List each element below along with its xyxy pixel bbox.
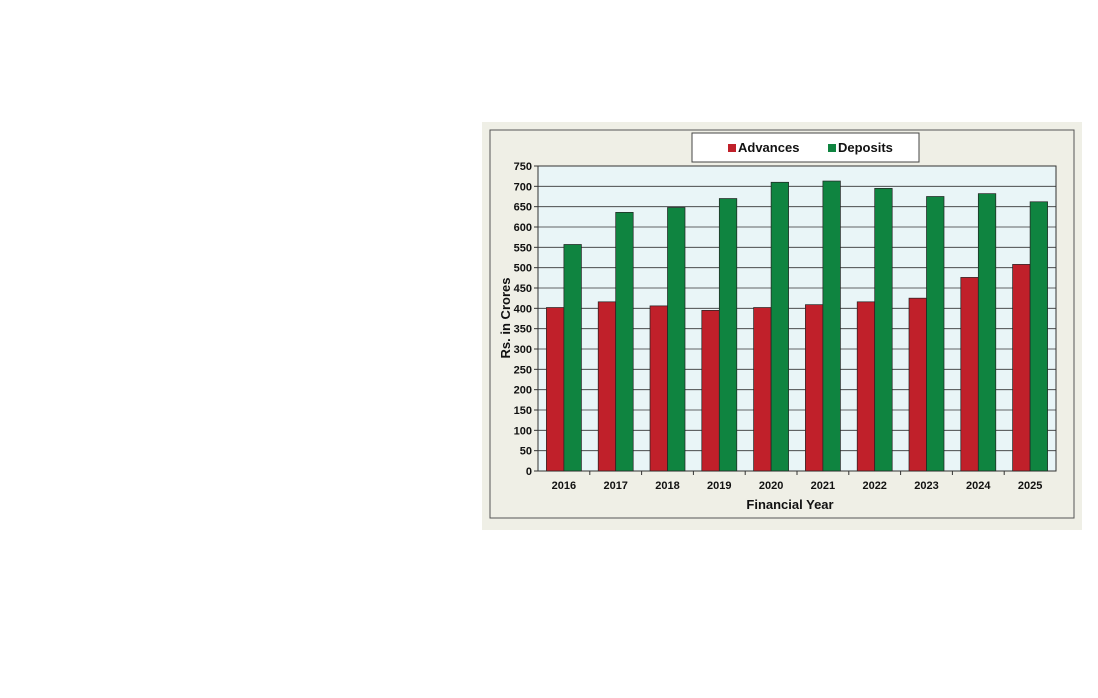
bar-advances-2020 <box>753 307 772 472</box>
legend-swatch-advances <box>728 144 736 152</box>
bar-deposits-2016 <box>563 244 582 472</box>
bar-advances-2017 <box>597 301 617 472</box>
y-tick-label: 300 <box>514 344 532 356</box>
y-tick-label: 450 <box>514 283 532 295</box>
x-tick-label: 2016 <box>552 480 576 492</box>
legend-label-advances: Advances <box>738 140 799 155</box>
bar-advances-2016 <box>546 307 565 472</box>
x-tick-label: 2020 <box>759 480 783 492</box>
bar-deposits-2025 <box>1029 201 1048 472</box>
y-tick-label: 650 <box>514 202 532 214</box>
y-axis-ticks: 0 50 100 150 200 250 300 350 400 450 500 550 600 650 7… <box>514 161 538 478</box>
y-tick-label: 400 <box>514 303 532 315</box>
bar-advances-2022 <box>856 301 876 472</box>
bar-deposits-2023 <box>926 196 945 472</box>
y-tick-label: 700 <box>514 181 532 193</box>
bar-deposits-2018 <box>667 207 686 472</box>
bar-deposits-2021 <box>822 180 841 472</box>
x-tick-label: 2021 <box>811 480 835 492</box>
bar-deposits-2017 <box>615 212 634 472</box>
chart-panel: 0 50 100 150 200 250 300 350 400 450 500 550 600 650 7… <box>482 122 1082 530</box>
bar-advances-2021 <box>805 304 824 472</box>
x-tick-label: 2023 <box>914 480 938 492</box>
x-axis-ticks: 2016 2017 2018 2019 2020 2021 2022 2023 2024 2025 <box>552 471 1042 492</box>
bar-deposits-2020 <box>770 181 789 472</box>
x-tick-label: 2019 <box>707 480 731 492</box>
y-tick-label: 100 <box>514 425 532 437</box>
legend: Advances Deposits <box>691 132 920 163</box>
y-tick-label: 50 <box>520 446 532 458</box>
y-tick-label: 0 <box>526 466 532 478</box>
x-tick-label: 2022 <box>862 480 886 492</box>
bar-advances-2019 <box>701 310 720 472</box>
legend-label-deposits: Deposits <box>838 140 893 155</box>
bar-advances-2018 <box>649 305 668 472</box>
y-tick-label: 350 <box>514 324 532 336</box>
bar-deposits-2022 <box>874 188 893 472</box>
bar-deposits-2024 <box>977 193 997 472</box>
bar-advances-2025 <box>1012 264 1031 472</box>
x-tick-label: 2017 <box>603 480 627 492</box>
y-tick-label: 550 <box>514 242 532 254</box>
y-tick-label: 600 <box>514 222 532 234</box>
y-tick-label: 200 <box>514 385 532 397</box>
legend-swatch-deposits <box>828 144 836 152</box>
x-tick-label: 2018 <box>655 480 679 492</box>
x-tick-label: 2024 <box>966 480 991 492</box>
y-tick-label: 150 <box>514 405 532 417</box>
x-axis-title: Financial Year <box>746 497 833 512</box>
bar-advances-2024 <box>960 277 979 472</box>
bar-chart: 0 50 100 150 200 250 300 350 400 450 500 550 600 650 7… <box>489 129 1075 519</box>
bar-advances-2023 <box>908 297 927 472</box>
y-tick-label: 250 <box>514 364 532 376</box>
y-tick-label: 500 <box>514 263 532 275</box>
y-axis-title: Rs. in Crores <box>498 278 513 359</box>
x-tick-label: 2025 <box>1018 480 1042 492</box>
bar-deposits-2019 <box>718 198 738 472</box>
y-tick-label: 750 <box>514 161 532 173</box>
bars <box>546 180 1048 472</box>
